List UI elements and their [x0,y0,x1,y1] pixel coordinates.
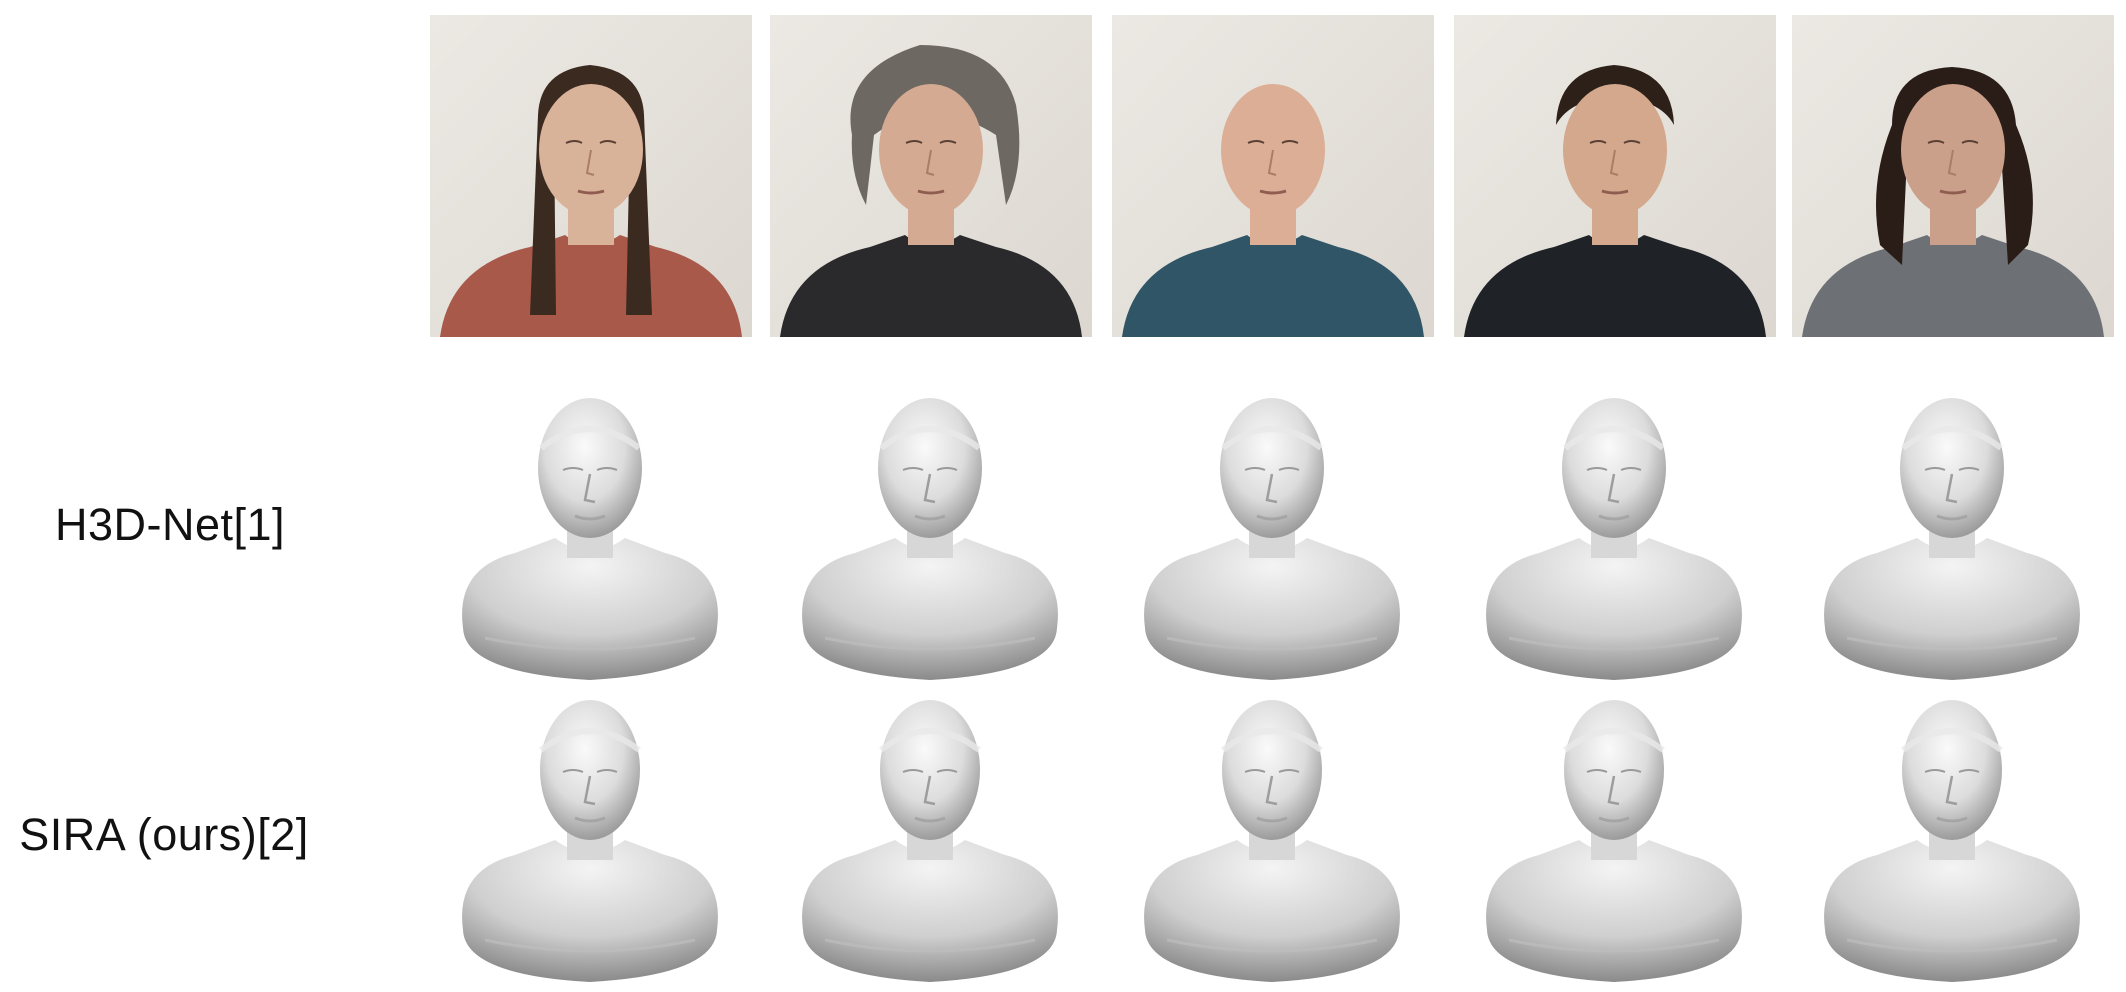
mesh-h3d-net-subject-4 [1469,388,1759,688]
mesh-h3d-net-subject-2 [785,388,1075,688]
mesh-sira-subject-5 [1807,690,2097,990]
mesh-h3d-net-subject-5 [1807,388,2097,688]
row-label-h3d-net: H3D-Net[1] [54,499,286,550]
subject-photo-1 [430,15,752,337]
mesh-sira-subject-2 [785,690,1075,990]
subject-photo-4 [1454,15,1776,337]
mesh-h3d-net-subject-3 [1127,388,1417,688]
subject-photo-5 [1792,15,2114,337]
mesh-sira-subject-1 [445,690,735,990]
subject-photo-3 [1112,15,1434,337]
mesh-h3d-net-subject-1 [445,388,735,688]
row-label-sira: SIRA (ours)[2] [19,809,309,860]
mesh-sira-subject-4 [1469,690,1759,990]
mesh-sira-subject-3 [1127,690,1417,990]
subject-photo-2 [770,15,1092,337]
